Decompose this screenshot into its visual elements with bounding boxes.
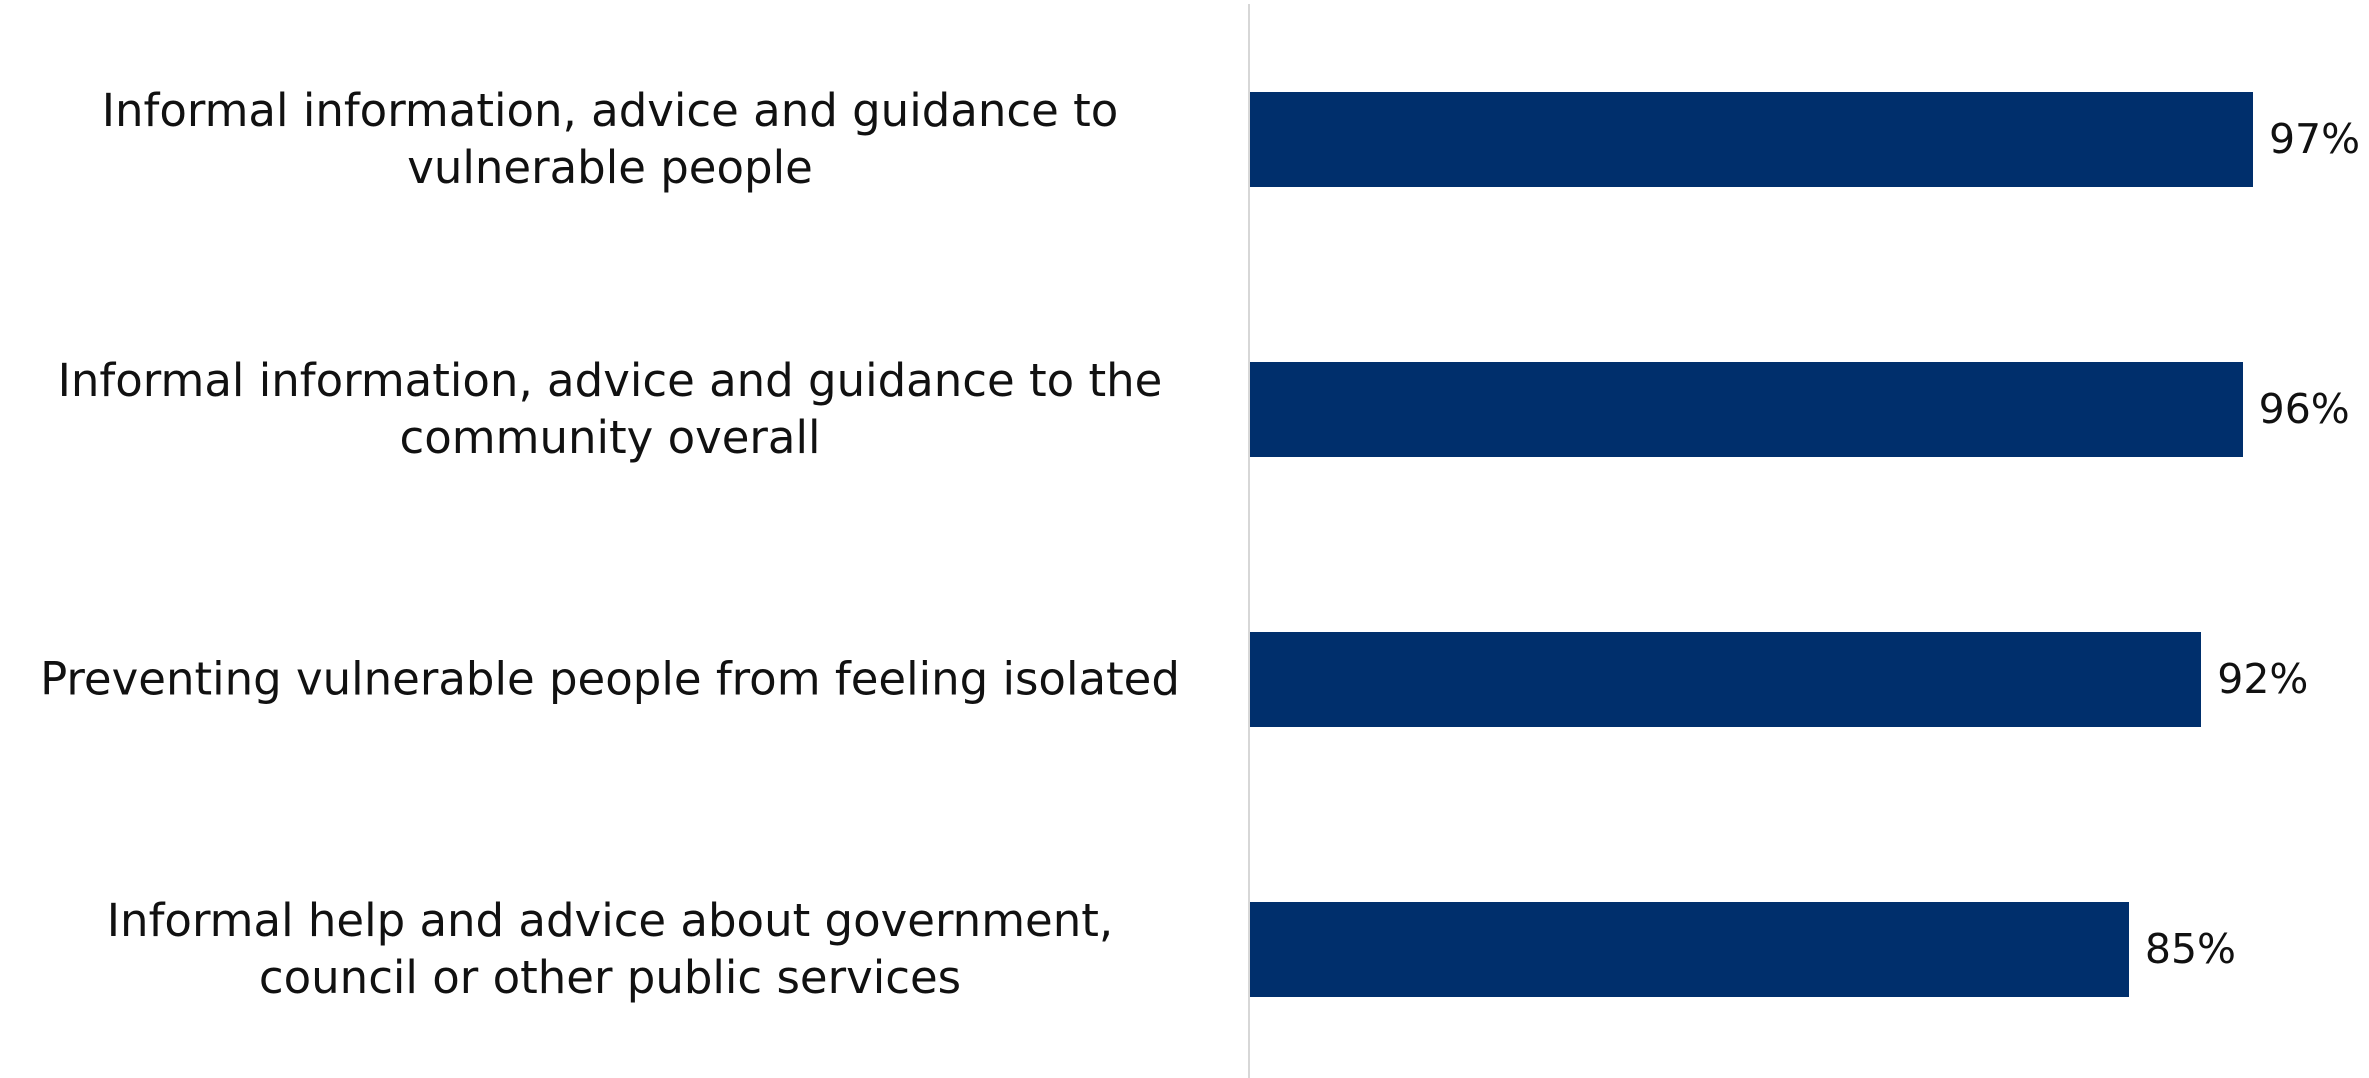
category-label-line: Informal help and advice about governmen… bbox=[106, 894, 1114, 947]
category-label-line: vulnerable people bbox=[407, 141, 813, 194]
category-axis-line bbox=[1248, 4, 1250, 1078]
value-label: 96% bbox=[2258, 385, 2350, 433]
bar bbox=[1250, 901, 2129, 997]
value-label: 97% bbox=[2268, 115, 2361, 163]
category-label: Informal information, advice and guidanc… bbox=[15, 352, 1205, 466]
category-label: Informal help and advice about governmen… bbox=[15, 892, 1205, 1006]
category-label-line: Informal information, advice and guidanc… bbox=[101, 84, 1119, 137]
bar bbox=[1250, 631, 2202, 727]
category-label-line: council or other public services bbox=[258, 951, 962, 1004]
category-label-line: community overall bbox=[399, 411, 821, 464]
value-label: 85% bbox=[2144, 925, 2237, 973]
category-label-line: Informal information, advice and guidanc… bbox=[57, 354, 1163, 407]
category-label: Informal information, advice and guidanc… bbox=[15, 82, 1205, 196]
category-label: Preventing vulnerable people from feelin… bbox=[15, 651, 1205, 708]
bar bbox=[1250, 91, 2253, 187]
value-label: 92% bbox=[2217, 655, 2309, 703]
category-label-line: Preventing vulnerable people from feelin… bbox=[40, 652, 1180, 706]
bar bbox=[1250, 361, 2243, 457]
